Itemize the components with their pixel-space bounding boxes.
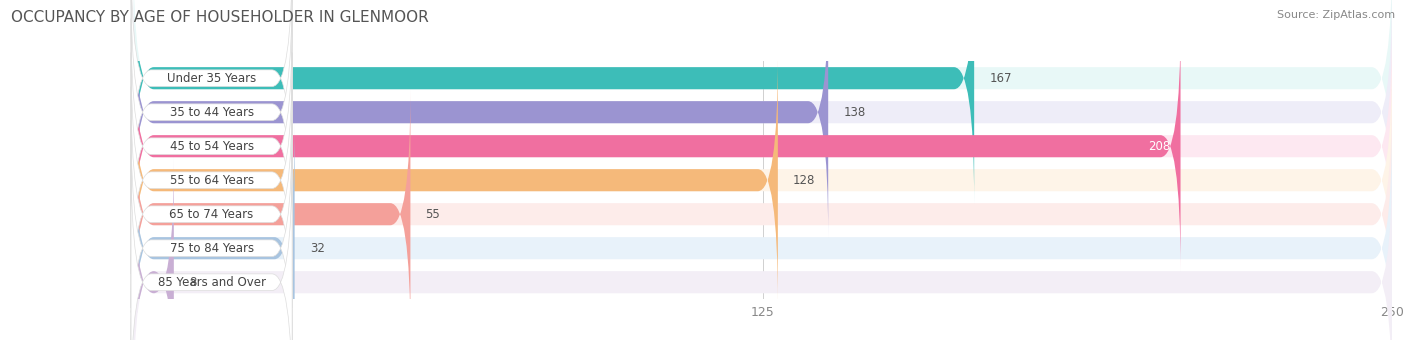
Text: 45 to 54 Years: 45 to 54 Years: [170, 140, 253, 153]
FancyBboxPatch shape: [134, 55, 1392, 305]
FancyBboxPatch shape: [131, 0, 292, 206]
FancyBboxPatch shape: [134, 21, 1181, 271]
Text: OCCUPANCY BY AGE OF HOUSEHOLDER IN GLENMOOR: OCCUPANCY BY AGE OF HOUSEHOLDER IN GLENM…: [11, 10, 429, 25]
Text: 75 to 84 Years: 75 to 84 Years: [170, 242, 253, 255]
FancyBboxPatch shape: [134, 21, 1392, 271]
Text: 8: 8: [188, 276, 197, 289]
FancyBboxPatch shape: [134, 123, 1392, 340]
Text: 208: 208: [1149, 140, 1170, 153]
Text: 55 to 64 Years: 55 to 64 Years: [170, 174, 253, 187]
FancyBboxPatch shape: [134, 89, 1392, 339]
FancyBboxPatch shape: [134, 55, 778, 305]
FancyBboxPatch shape: [131, 53, 292, 308]
Text: 138: 138: [844, 106, 866, 119]
FancyBboxPatch shape: [134, 89, 411, 339]
FancyBboxPatch shape: [131, 87, 292, 340]
Text: 65 to 74 Years: 65 to 74 Years: [170, 208, 253, 221]
Text: 35 to 44 Years: 35 to 44 Years: [170, 106, 253, 119]
Text: Under 35 Years: Under 35 Years: [167, 72, 256, 85]
Text: 85 Years and Over: 85 Years and Over: [157, 276, 266, 289]
FancyBboxPatch shape: [131, 154, 292, 340]
FancyBboxPatch shape: [134, 0, 1392, 237]
Text: 32: 32: [309, 242, 325, 255]
FancyBboxPatch shape: [134, 157, 174, 340]
FancyBboxPatch shape: [131, 121, 292, 340]
Text: 128: 128: [793, 174, 815, 187]
FancyBboxPatch shape: [134, 123, 295, 340]
FancyBboxPatch shape: [134, 0, 828, 237]
Text: 55: 55: [426, 208, 440, 221]
FancyBboxPatch shape: [131, 0, 292, 240]
FancyBboxPatch shape: [131, 18, 292, 274]
Text: 167: 167: [990, 72, 1012, 85]
FancyBboxPatch shape: [134, 157, 1392, 340]
FancyBboxPatch shape: [134, 0, 1392, 203]
Text: Source: ZipAtlas.com: Source: ZipAtlas.com: [1277, 10, 1395, 20]
FancyBboxPatch shape: [134, 0, 974, 203]
